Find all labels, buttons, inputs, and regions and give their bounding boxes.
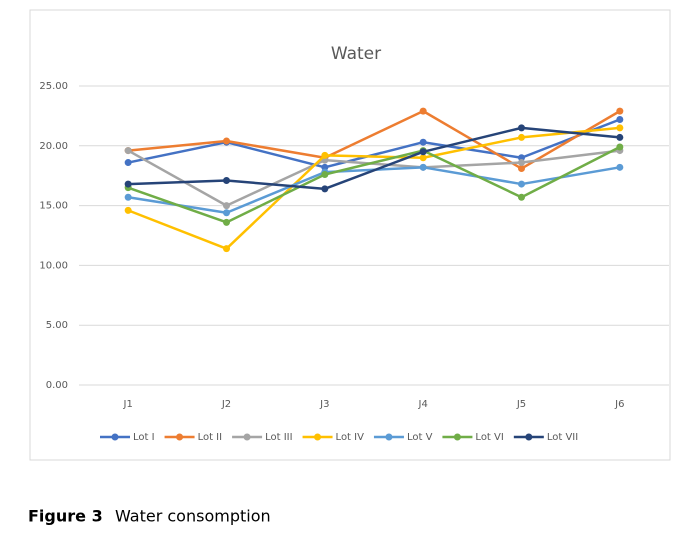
chart-title: Water	[331, 44, 381, 64]
data-point	[616, 124, 624, 132]
data-point	[124, 193, 132, 201]
legend-marker	[176, 433, 184, 441]
legend-marker	[314, 433, 322, 441]
data-point	[518, 154, 525, 162]
data-point	[518, 133, 525, 141]
data-point	[223, 209, 230, 217]
data-point	[124, 206, 132, 214]
data-point	[518, 159, 525, 167]
data-point	[616, 143, 624, 151]
legend-label: Lot I	[133, 432, 155, 443]
data-point	[223, 202, 230, 210]
data-point	[223, 176, 230, 184]
data-point	[223, 245, 230, 253]
data-point	[616, 163, 624, 171]
series-line	[127, 126, 620, 250]
data-point	[321, 171, 329, 179]
legend-marker	[111, 433, 119, 441]
y-tick-label: 5.00	[46, 320, 68, 331]
legend-label: Lot III	[265, 432, 292, 443]
data-point	[124, 147, 132, 155]
data-point	[419, 138, 427, 146]
data-point	[518, 180, 525, 188]
x-tick-label: J5	[516, 399, 526, 410]
y-tick-label: 20.00	[39, 141, 68, 152]
data-point	[321, 185, 329, 193]
data-point	[518, 124, 525, 132]
series-line	[128, 126, 620, 191]
data-point	[321, 151, 329, 159]
data-point	[419, 107, 427, 115]
x-tick-label: J6	[614, 399, 624, 410]
legend-marker	[525, 433, 533, 441]
y-tick-label: 25.00	[39, 81, 68, 92]
legend-label: Lot II	[198, 432, 223, 443]
caption-label: Figure 3	[28, 507, 103, 526]
data-point	[419, 163, 427, 171]
legend-label: Lot VII	[547, 432, 578, 443]
data-point	[223, 218, 230, 226]
series-line	[127, 118, 621, 169]
data-point	[124, 180, 132, 188]
legend-label: Lot V	[407, 432, 433, 443]
x-tick-label: J3	[319, 399, 329, 410]
legend-label: Lot IV	[336, 432, 365, 443]
data-point	[616, 115, 624, 123]
data-point	[419, 154, 427, 162]
legend-marker	[385, 433, 393, 441]
data-point	[518, 193, 525, 201]
y-tick-label: 15.00	[39, 201, 68, 212]
data-point	[616, 133, 624, 141]
legend-marker	[243, 433, 251, 441]
legend-label: Lot VI	[475, 432, 503, 443]
caption: Water consomption	[115, 507, 271, 526]
x-tick-label: J1	[123, 399, 133, 410]
x-tick-label: J2	[221, 399, 231, 410]
data-point	[223, 137, 230, 145]
data-point	[518, 165, 525, 173]
data-point	[124, 159, 132, 167]
data-point	[321, 163, 329, 171]
chart-frame	[29, 9, 671, 461]
y-tick-label: 0.00	[46, 380, 68, 391]
y-tick-label: 10.00	[39, 260, 68, 271]
x-tick-label: J4	[418, 399, 428, 410]
series-line	[128, 109, 621, 170]
series-line	[127, 145, 621, 224]
legend-marker	[453, 433, 461, 441]
data-point	[419, 148, 427, 156]
data-point	[616, 107, 624, 115]
